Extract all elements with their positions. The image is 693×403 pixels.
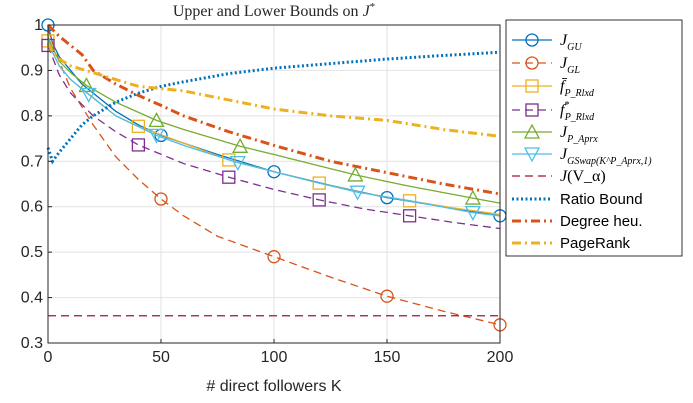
data-point-marker (229, 155, 246, 172)
series-1 (47, 29, 507, 332)
series-line (47, 29, 501, 326)
data-point-marker (148, 112, 165, 128)
data-point-marker (402, 194, 417, 208)
series-2 (41, 34, 501, 216)
legend-item-0: JGU (512, 32, 582, 53)
data-point-marker (347, 166, 364, 182)
chart-title: Upper and Lower Bounds on J* (173, 1, 375, 20)
data-point-marker (402, 209, 417, 223)
x-tick-label: 0 (44, 349, 53, 366)
legend-label: JGL (560, 55, 580, 76)
series-4 (47, 36, 501, 205)
legend-label: f* P_Rlxd (560, 100, 595, 123)
series-line (46, 23, 501, 196)
x-tick-label: 200 (487, 349, 514, 366)
x-tick-label: 100 (261, 349, 288, 366)
series-line (47, 36, 501, 204)
legend-marker (525, 33, 539, 47)
y-tick-label: 0.3 (21, 335, 43, 352)
legend-marker (525, 79, 539, 93)
data-point-marker (312, 176, 326, 190)
data-point-marker (131, 119, 146, 133)
x-tick-label: 50 (152, 349, 170, 366)
y-tick-label: 0.4 (21, 290, 43, 307)
legend-label: PageRank (560, 235, 631, 252)
data-point-marker (267, 165, 281, 179)
data-point-marker (380, 289, 394, 303)
legend-label: f̄P_Rlxd (560, 78, 595, 99)
legend-item-8: Degree heu. (512, 213, 643, 230)
legend-label: JGU (560, 32, 582, 53)
legend-marker (523, 123, 541, 139)
series-8 (46, 23, 501, 196)
data-point-marker (222, 153, 236, 167)
legend-label: JP_Aprx (560, 124, 598, 145)
data-point-marker (267, 250, 281, 264)
legend-label: Degree heu. (560, 213, 643, 230)
data-point-marker (148, 128, 165, 144)
y-tick-label: 0.6 (21, 199, 43, 216)
legend-item-9: PageRank (512, 235, 631, 252)
data-point-marker (464, 205, 481, 221)
y-tick-label: 0.5 (21, 244, 43, 261)
data-point-marker (222, 170, 236, 184)
x-axis-label: # direct followers K (206, 378, 341, 395)
legend-item-4: JP_Aprx (512, 123, 598, 145)
legend-label: J(V_α) (560, 168, 606, 185)
data-point-marker (131, 138, 146, 152)
data-point-marker (80, 87, 97, 103)
series-5 (47, 38, 501, 221)
legend-label: Ratio Bound (560, 191, 643, 208)
data-point-marker (78, 77, 95, 93)
grid (47, 24, 501, 344)
axis-ticks: 0 50 100 150 200 0.3 0.4 0.5 0.6 0.7 0.8 0.9 1 (21, 17, 514, 366)
legend-item-3: f* P_Rlxd (512, 100, 595, 123)
legend-marker (525, 103, 539, 117)
legend-item-2: f̄P_Rlxd (512, 78, 595, 99)
y-tick-label: 0.7 (21, 153, 43, 170)
legend-marker (525, 56, 539, 70)
legend-marker (523, 147, 541, 163)
series-layer (41, 18, 507, 332)
data-point-marker (312, 193, 326, 207)
series-line (46, 42, 501, 138)
legend-item-7: Ratio Bound (512, 191, 643, 208)
legend-item-5: JGSwap(K^P_Aprx,1) (512, 146, 652, 167)
legend-label: JGSwap(K^P_Aprx,1) (560, 146, 652, 167)
series-line (47, 38, 501, 217)
data-point-marker (154, 192, 168, 206)
y-tick-label: 0.8 (21, 108, 43, 125)
series-line (47, 45, 501, 230)
legend-item-6: J(V_α) (512, 168, 606, 185)
x-tick-label: 150 (374, 349, 401, 366)
legend-item-1: JGL (512, 55, 580, 76)
data-point-marker (464, 189, 481, 205)
data-point-marker (232, 137, 249, 153)
y-tick-label: 0.9 (21, 62, 43, 79)
data-point-marker (349, 185, 366, 201)
y-tick-label: 1 (34, 17, 43, 34)
series-9 (46, 42, 501, 138)
